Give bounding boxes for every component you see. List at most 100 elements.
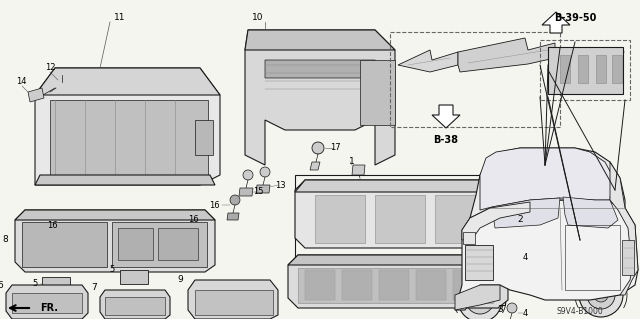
Circle shape [507,303,517,313]
Polygon shape [480,148,612,210]
Polygon shape [245,30,395,50]
Text: 12: 12 [45,63,55,72]
Polygon shape [35,68,220,95]
Text: 16: 16 [209,201,220,210]
Text: 5: 5 [33,279,38,288]
Bar [465,245,493,280]
Bar [105,297,165,315]
Text: 14: 14 [16,78,26,86]
Bar [42,277,70,291]
Bar [463,232,475,244]
Text: 4: 4 [522,308,527,317]
Bar [379,270,409,300]
Text: 15: 15 [253,188,263,197]
Polygon shape [100,290,170,319]
Bar [12,293,82,313]
Polygon shape [188,280,278,319]
Text: 10: 10 [252,13,264,23]
Circle shape [458,278,502,319]
Circle shape [312,142,324,154]
Polygon shape [239,188,253,196]
Bar [416,270,446,300]
Text: 3: 3 [497,306,503,315]
Polygon shape [542,12,570,33]
Circle shape [27,237,43,253]
Polygon shape [227,213,239,220]
Polygon shape [35,175,215,185]
Polygon shape [458,38,555,72]
Circle shape [314,202,346,234]
Polygon shape [245,30,395,165]
Bar [305,270,335,300]
Polygon shape [28,88,44,102]
Circle shape [230,195,240,205]
Polygon shape [62,233,74,240]
Polygon shape [15,210,215,272]
Bar [596,55,606,83]
Text: 7: 7 [92,283,97,292]
Bar [158,228,198,260]
Circle shape [55,237,71,253]
Polygon shape [288,255,508,308]
Text: 4: 4 [522,253,527,262]
Text: S9V4-B1000: S9V4-B1000 [557,308,604,316]
Bar [22,222,107,267]
Bar [560,55,570,83]
Polygon shape [6,285,88,319]
Bar [578,55,588,83]
Polygon shape [352,165,365,175]
Polygon shape [455,285,500,310]
Polygon shape [492,198,560,228]
Polygon shape [35,68,220,185]
Circle shape [587,281,615,309]
Circle shape [398,203,422,227]
Circle shape [56,82,68,94]
Text: 13: 13 [275,181,285,189]
Circle shape [243,170,253,180]
Polygon shape [15,210,215,220]
Text: B-39-50: B-39-50 [554,13,596,23]
Text: 9: 9 [177,275,183,284]
Text: 6: 6 [0,281,3,291]
Polygon shape [455,200,638,310]
Circle shape [613,254,621,262]
Circle shape [613,234,621,242]
Polygon shape [470,148,625,218]
Text: 8: 8 [3,235,8,244]
Circle shape [308,78,332,102]
Bar [453,270,483,300]
Circle shape [260,167,270,177]
Text: FR.: FR. [40,303,58,313]
Polygon shape [563,197,618,228]
Polygon shape [610,162,638,295]
Polygon shape [295,180,505,248]
Text: 17: 17 [330,144,340,152]
Bar [120,270,148,284]
Bar [112,222,207,267]
Bar [342,270,372,300]
Bar [295,175,505,305]
Polygon shape [288,255,508,265]
Bar [195,120,213,155]
Bar [375,195,425,243]
Circle shape [466,286,494,314]
Text: 5: 5 [109,265,115,275]
Circle shape [579,273,623,317]
Bar [315,195,365,243]
Circle shape [83,237,99,253]
Polygon shape [265,60,395,78]
Polygon shape [167,231,179,238]
Circle shape [594,288,608,302]
Polygon shape [504,264,517,272]
Polygon shape [256,185,270,193]
Bar [540,40,630,100]
Text: 16: 16 [47,220,58,229]
Bar [390,32,560,127]
Bar [195,290,273,315]
Text: 1: 1 [349,158,355,167]
Bar [565,225,620,290]
Circle shape [170,213,180,223]
Polygon shape [310,162,320,170]
Circle shape [355,180,365,190]
Text: 11: 11 [115,13,125,23]
